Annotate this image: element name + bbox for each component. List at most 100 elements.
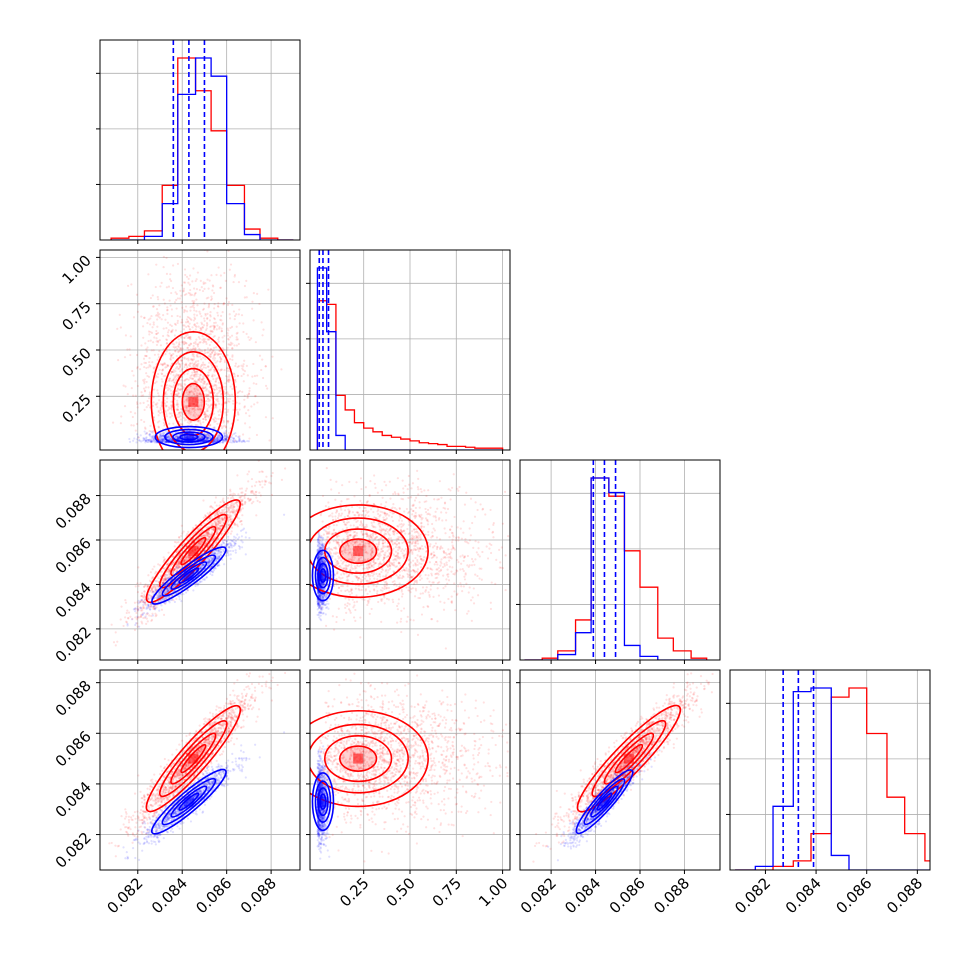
sample-point <box>211 289 214 292</box>
sample-point <box>150 605 153 608</box>
sample-point <box>216 437 220 440</box>
sample-point <box>206 351 209 354</box>
sample-point <box>202 387 205 390</box>
sample-point <box>204 414 207 417</box>
sample-point <box>202 377 205 380</box>
sample-point <box>206 545 209 549</box>
sample-point <box>244 553 247 556</box>
sample-point <box>243 284 247 288</box>
sample-point <box>186 409 189 412</box>
sample-point <box>192 347 195 350</box>
sample-point <box>141 622 144 625</box>
sample-point <box>151 440 154 443</box>
sample-point <box>216 436 219 439</box>
sample-point <box>165 338 168 341</box>
sample-point <box>139 599 143 602</box>
sample-point <box>229 336 232 339</box>
sample-point <box>159 433 162 436</box>
sample-point <box>195 524 198 527</box>
sample-point <box>197 438 200 441</box>
sample-point <box>158 304 161 307</box>
sample-point <box>226 520 230 523</box>
sample-point <box>172 378 175 382</box>
sample-point <box>182 416 185 419</box>
sample-point <box>175 556 178 559</box>
sample-point <box>190 390 193 393</box>
sample-point <box>179 348 182 351</box>
sample-point <box>152 341 155 344</box>
sample-point <box>201 326 204 329</box>
sample-point <box>218 435 221 438</box>
sample-point <box>207 302 211 306</box>
sample-point <box>209 332 212 336</box>
sample-point <box>170 404 173 407</box>
sample-point <box>215 398 218 401</box>
sample-point <box>233 509 236 512</box>
sample-point <box>150 440 153 443</box>
sample-point <box>224 402 227 405</box>
sample-point <box>212 285 215 288</box>
sample-point <box>220 517 223 521</box>
sample-point <box>184 309 187 312</box>
sample-point <box>216 439 219 443</box>
sample-point <box>241 514 244 517</box>
sample-point <box>183 336 186 339</box>
sample-point <box>149 438 152 441</box>
sample-point <box>131 369 134 373</box>
sample-point <box>214 361 217 364</box>
sample-point <box>191 354 194 357</box>
sample-point <box>235 500 238 504</box>
sample-point <box>169 354 173 357</box>
sample-point <box>177 436 180 440</box>
sample-point <box>147 366 150 369</box>
sample-point <box>192 410 196 413</box>
sample-point <box>179 414 182 418</box>
sample-point <box>196 394 199 398</box>
sample-point <box>192 407 195 410</box>
sample-point <box>190 377 193 380</box>
sample-point <box>216 518 219 521</box>
sample-point <box>216 438 219 441</box>
sample-point <box>126 393 129 396</box>
sample-point <box>147 574 150 577</box>
sample-point <box>216 527 219 530</box>
sample-point <box>235 336 238 339</box>
sample-point <box>203 534 206 537</box>
sample-point <box>202 356 205 359</box>
sample-point <box>224 426 228 429</box>
sample-point <box>251 375 254 378</box>
sample-point <box>224 437 227 440</box>
sample-point <box>172 569 175 572</box>
sample-point <box>205 402 208 406</box>
sample-point <box>230 441 234 444</box>
sample-point <box>226 334 230 337</box>
sample-point <box>200 535 203 538</box>
sample-point <box>165 272 169 275</box>
sample-point <box>217 523 220 526</box>
sample-point <box>212 349 215 352</box>
sample-point <box>214 351 217 354</box>
sample-point <box>247 392 251 395</box>
sample-point <box>206 433 209 436</box>
sample-point <box>218 408 221 411</box>
sample-point <box>229 427 232 430</box>
contour-red <box>162 351 225 450</box>
sample-point <box>221 323 224 326</box>
sample-point <box>171 439 174 442</box>
sample-point <box>198 435 201 439</box>
sample-point <box>143 389 147 392</box>
sample-point <box>212 441 216 444</box>
sample-point <box>178 411 181 415</box>
sample-point <box>195 394 198 397</box>
sample-point <box>243 394 246 397</box>
sample-point <box>259 483 262 486</box>
sample-point <box>185 398 188 402</box>
sample-point <box>156 405 159 409</box>
sample-point <box>166 321 170 324</box>
sample-point <box>155 337 158 340</box>
sample-point <box>202 439 206 442</box>
sample-point <box>228 369 231 373</box>
sample-point <box>231 387 234 391</box>
sample-point <box>220 511 223 514</box>
sample-point <box>136 367 139 370</box>
